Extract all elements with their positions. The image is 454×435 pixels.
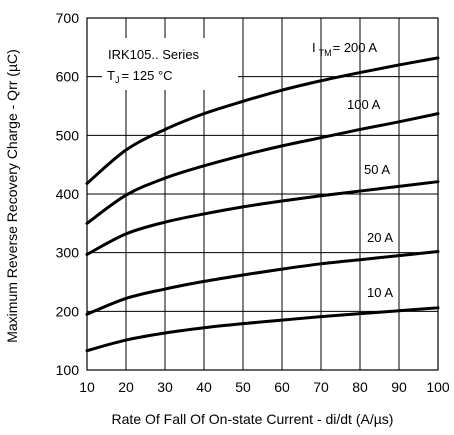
- temp-prefix: T: [107, 68, 115, 83]
- y-tick-label: 400: [56, 186, 80, 202]
- series-line: [85, 306, 440, 353]
- plot-frame: [86, 17, 439, 371]
- x-tick-label: 40: [196, 379, 212, 395]
- x-axis-label: Rate Of Fall Of On-state Current - di/dt…: [112, 411, 394, 427]
- annotation-box: IRK105.. Series TJ = 125 °C: [102, 38, 238, 90]
- curve-labels: I TM= 200 A 100 A 50 A 20 A 10 A: [312, 40, 393, 300]
- y-tick-label: 700: [56, 10, 80, 26]
- curves: [85, 56, 440, 353]
- series-line: [85, 249, 440, 316]
- y-tick-label: 300: [56, 245, 80, 261]
- x-tick-label: 10: [79, 379, 95, 395]
- series-annotation: IRK105.. Series: [108, 47, 200, 62]
- itm-subscript: TM: [319, 48, 332, 58]
- x-tick-label: 90: [391, 379, 407, 395]
- series-label: 100 A: [347, 97, 381, 112]
- y-axis-label: Maximum Reverse Recovery Charge - Qrr (µ…: [4, 49, 20, 343]
- series-label-200a: I TM= 200 A: [312, 40, 377, 58]
- y-tick-label: 500: [56, 127, 80, 143]
- x-tick-label: 30: [157, 379, 173, 395]
- x-tick-label: 80: [352, 379, 368, 395]
- x-tick-label: 100: [426, 379, 450, 395]
- series-line: [85, 180, 440, 256]
- y-tick-label: 100: [56, 362, 80, 378]
- temp-value: = 125 °C: [121, 68, 172, 83]
- x-tick-label: 70: [313, 379, 329, 395]
- y-tick-label: 200: [56, 303, 80, 319]
- temperature-annotation: TJ = 125 °C: [107, 68, 173, 85]
- x-tick-label: 60: [274, 379, 290, 395]
- series-line: [85, 56, 440, 185]
- series-label: 50 A: [364, 162, 390, 177]
- x-tick-label: 20: [118, 379, 134, 395]
- y-tick-label: 600: [56, 69, 80, 85]
- series-name: = 200 A: [333, 40, 378, 55]
- y-tick-labels: 100 200 300 400 500 600 700: [56, 10, 80, 378]
- x-tick-labels: 10 20 30 40 50 60 70 80 90 100: [79, 379, 450, 395]
- series-line: [85, 112, 440, 225]
- x-tick-label: 50: [235, 379, 251, 395]
- series-label: 10 A: [367, 285, 393, 300]
- temp-subscript: J: [115, 75, 120, 85]
- itm-prefix: I: [312, 40, 316, 55]
- series-label: 20 A: [367, 230, 393, 245]
